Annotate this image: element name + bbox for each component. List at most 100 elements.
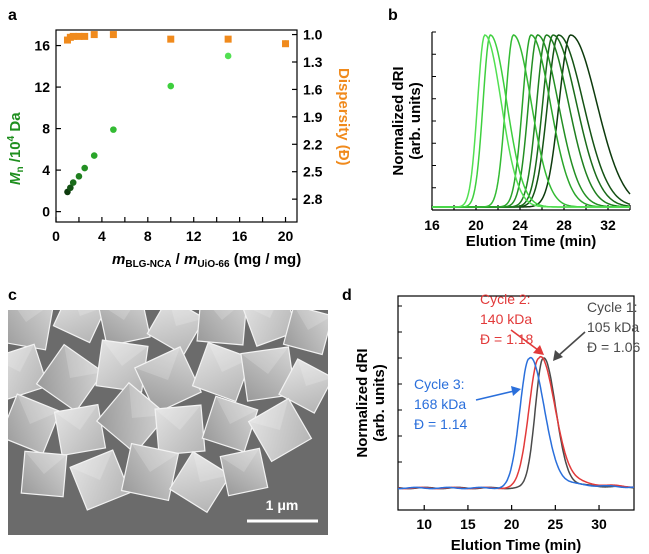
sem-crystal: [8, 393, 61, 455]
panel-a-y-right-label: Dispersity (Đ): [335, 68, 352, 166]
sem-crystal-facet: [64, 344, 104, 378]
sem-crystal: [154, 404, 206, 456]
panel-a-dispersity-point: [167, 35, 175, 43]
panel-a-x-tick-label: 12: [186, 228, 202, 244]
panel-a-y-right-tick-label: 1.3: [303, 54, 323, 70]
sem-crystal-face: [35, 343, 105, 413]
panel-a-points: [63, 31, 290, 196]
panel-b-curve: [432, 34, 631, 208]
arrow-cycle-3-head: [511, 386, 521, 396]
panel-d-y-ticks: [398, 305, 402, 489]
panel-a-y-left-tick-label: 4: [42, 162, 50, 178]
panel-label-b: b: [388, 7, 398, 24]
panel-a-dispersity-point: [224, 35, 232, 43]
sem-crystals: [8, 310, 328, 514]
panel-a-x-tick-label: 4: [98, 228, 106, 244]
panel-b-curves: [432, 34, 631, 208]
sem-crystal-face: [241, 310, 299, 347]
sem-crystal: [52, 310, 108, 344]
sem-crystal-facet: [155, 405, 201, 430]
panel-a-mn-point: [110, 126, 117, 133]
annotation-cycle-3-line1: Cycle 3:: [414, 376, 465, 392]
panel-a-mn-point: [90, 152, 98, 159]
sem-crystal: [20, 450, 68, 498]
sem-crystal-face: [8, 393, 61, 455]
panel-b-x-tick-label: 16: [424, 217, 440, 233]
sem-crystal: [247, 397, 313, 463]
annotation-cycle-3: Cycle 3: 168 kDa Đ = 1.14: [414, 376, 468, 432]
annotation-cycle-3-line2: 168 kDa: [414, 396, 466, 412]
sem-crystal-face: [219, 447, 269, 497]
panel-b-curve: [432, 34, 630, 208]
annotation-cycle-1-line3: Đ = 1.06: [587, 339, 641, 355]
sem-crystal-facet: [193, 451, 231, 482]
panel-a-y-left-tick-label: 16: [34, 38, 50, 54]
panel-b-y-label-line1: Normalized dRI: [390, 66, 407, 175]
sem-crystal-face: [8, 343, 49, 401]
panel-d-x-tick-label: 15: [460, 516, 476, 532]
sem-crystal-face: [154, 404, 206, 456]
sem-crystal: [219, 447, 269, 497]
annotation-cycle-1-line1: Cycle 1:: [587, 299, 638, 315]
sem-crystal-facet: [208, 342, 252, 372]
panel-a-mn-point: [67, 184, 74, 192]
sem-crystal-face: [8, 310, 55, 351]
panel-d-y-label-line1: Normalized dRI: [354, 348, 371, 457]
panel-a-mn-point: [69, 179, 77, 186]
sem-crystal: [146, 310, 206, 356]
panel-b-curve: [432, 34, 630, 208]
sem-crystal-facet: [241, 310, 284, 318]
panel-a-y-right-ticks: 1.0 1.3 1.6 1.9 2.2 2.5 2.8: [292, 27, 323, 207]
panel-a-x-ticks: 0 4 8 12 16 20: [52, 217, 294, 244]
panel-b-y-ticks: [432, 31, 436, 211]
panel-a-y-right-tick-label: 1.6: [303, 81, 323, 97]
panel-b-curve: [432, 34, 630, 208]
sem-crystal: [95, 339, 149, 393]
sem-crystal-face: [191, 341, 253, 403]
sem-crystal-facet: [248, 398, 289, 430]
sem-crystal-facet: [297, 358, 328, 386]
panel-label-a: a: [8, 7, 17, 24]
panel-a-y-right-tick-label: 1.9: [303, 109, 323, 125]
panel-a-mn-point: [167, 82, 175, 90]
panel-d-x-tick-label: 25: [548, 516, 564, 532]
sem-crystal-facet: [24, 451, 67, 474]
panel-b-chart: 16 20 24 28 32 Elution Time (min) Normalized…: [390, 31, 631, 250]
panel-a-y-left-tick-label: 8: [42, 121, 50, 137]
panel-d-chart: 10 15 20 25 30 Elution Time (min) Normalized…: [354, 291, 641, 554]
sem-crystal-facet: [220, 448, 260, 472]
sem-crystal-facet: [17, 394, 60, 424]
sem-crystal-face: [133, 345, 203, 415]
panel-b-curve: [432, 34, 631, 208]
panel-b-curve: [432, 34, 631, 208]
panel-a-mn-point: [75, 173, 83, 180]
sem-crystal: [201, 395, 259, 453]
arrow-cycle-1: [557, 331, 586, 357]
sem-crystal-face: [97, 310, 151, 347]
panel-a-dispersity-point: [81, 32, 89, 40]
sem-crystal: [168, 450, 232, 514]
panel-a-y-right-tick-label: 2.8: [303, 191, 323, 207]
panel-a-x-tick-label: 0: [52, 228, 60, 244]
sem-crystal: [278, 358, 328, 414]
panel-a-frame: [55, 29, 298, 223]
panel-b-x-ticks: 16 20 24 28 32: [424, 205, 631, 233]
panel-b-curve: [432, 34, 630, 208]
panel-b-x-tick-label: 28: [556, 217, 572, 233]
sem-crystal-face: [20, 450, 68, 498]
sem-crystal-face: [69, 449, 131, 511]
panel-b-curve: [432, 34, 631, 208]
panel-d-x-label: Elution Time (min): [451, 537, 582, 554]
sem-crystal: [69, 449, 131, 511]
panel-d-frame: [397, 295, 635, 511]
panel-a-dispersity-point: [75, 32, 83, 40]
panel-d-x-tick-label: 10: [416, 516, 432, 532]
panel-a-y-left-tick-label: 12: [34, 79, 50, 95]
sem-crystal-facet: [215, 396, 258, 424]
panel-a-mn-point: [81, 164, 88, 172]
panel-d-x-tick-label: 20: [504, 516, 520, 532]
annotation-cycle-1: Cycle 1: 105 kDa Đ = 1.06: [587, 299, 641, 355]
sem-crystal-facet: [8, 344, 35, 372]
sem-crystal-face: [52, 310, 108, 344]
